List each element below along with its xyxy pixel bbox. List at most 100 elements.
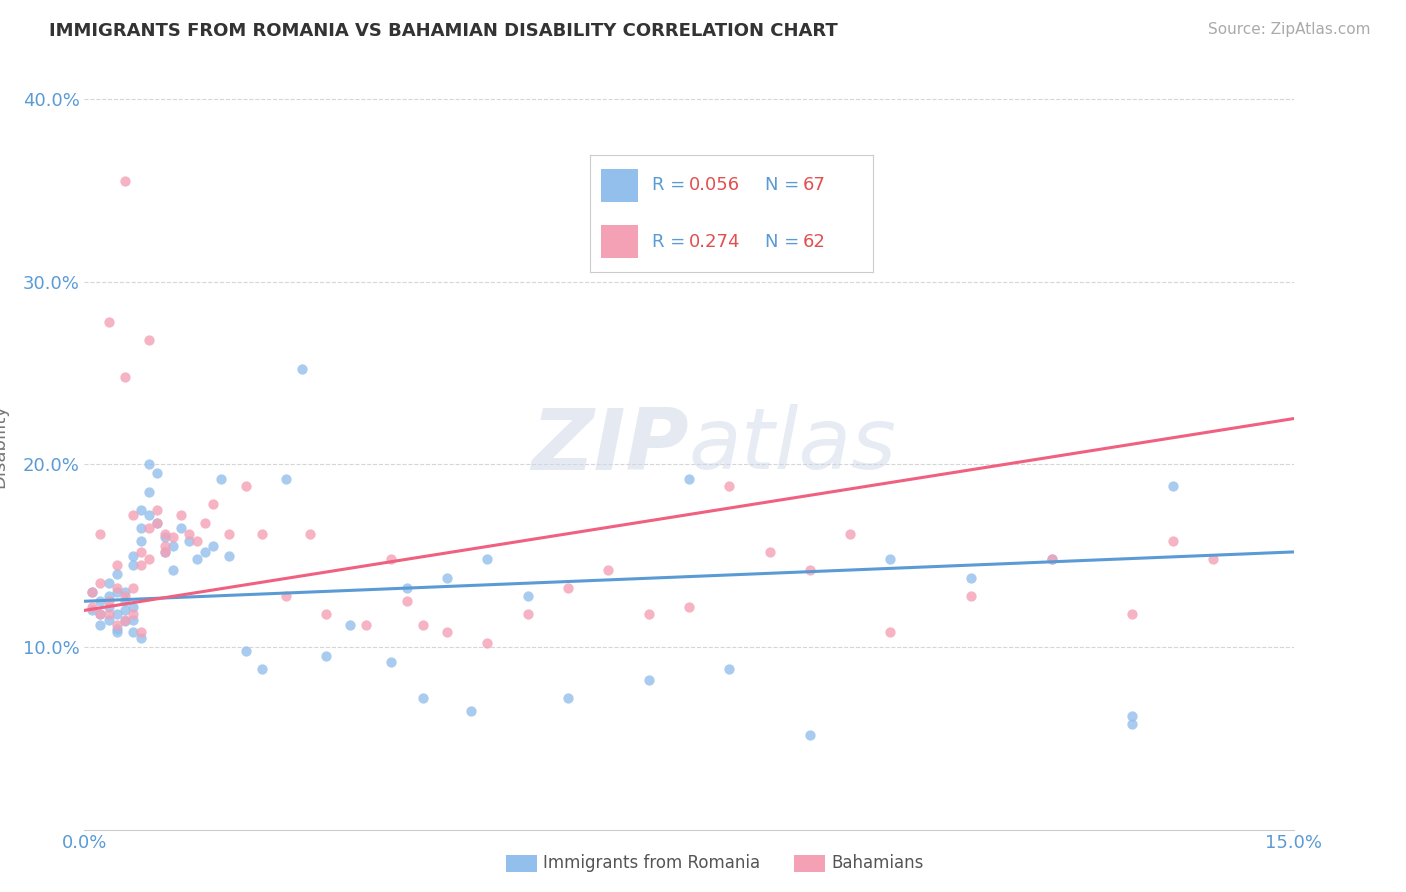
Point	[186, 552, 208, 566]
Point	[105, 558, 128, 572]
Point	[194, 516, 217, 530]
Point	[138, 333, 160, 347]
Text: ZIP: ZIP	[531, 404, 689, 488]
Point	[315, 607, 337, 621]
Point	[209, 472, 232, 486]
Point	[879, 625, 901, 640]
Point	[637, 673, 659, 687]
Point	[170, 521, 193, 535]
Point	[1161, 479, 1184, 493]
Point	[121, 613, 143, 627]
Point	[105, 618, 128, 632]
Text: atlas: atlas	[689, 404, 897, 488]
Text: 0.274: 0.274	[689, 233, 741, 251]
Point	[114, 613, 136, 627]
Point	[380, 655, 402, 669]
Point	[114, 369, 136, 384]
Text: Immigrants from Romania: Immigrants from Romania	[543, 855, 759, 872]
Point	[97, 315, 120, 329]
Point	[129, 625, 152, 640]
Point	[839, 526, 862, 541]
Point	[153, 545, 176, 559]
Point	[138, 521, 160, 535]
Point	[678, 472, 700, 486]
Point	[179, 526, 201, 541]
Point	[598, 563, 620, 577]
Point	[105, 622, 128, 636]
Point	[162, 530, 184, 544]
Point	[1121, 607, 1143, 621]
Point	[82, 603, 104, 617]
Point	[114, 174, 136, 188]
Point	[97, 599, 120, 614]
Text: Bahamians: Bahamians	[831, 855, 924, 872]
Point	[97, 607, 120, 621]
Point	[121, 582, 143, 596]
Point	[339, 618, 361, 632]
Point	[162, 540, 184, 554]
Point	[380, 552, 402, 566]
Point	[97, 594, 120, 608]
Point	[1161, 533, 1184, 548]
Point	[114, 594, 136, 608]
Point	[129, 521, 152, 535]
Point	[129, 533, 152, 548]
Point	[153, 530, 176, 544]
Point	[960, 570, 983, 584]
Point	[105, 625, 128, 640]
Point	[129, 558, 152, 572]
Point	[114, 615, 136, 629]
Point	[121, 625, 143, 640]
Point	[477, 636, 499, 650]
Point	[146, 503, 169, 517]
Text: N =: N =	[765, 233, 800, 251]
Point	[274, 589, 297, 603]
Point	[218, 526, 240, 541]
Point	[1040, 552, 1063, 566]
Point	[436, 625, 458, 640]
FancyBboxPatch shape	[602, 225, 638, 258]
Text: N =: N =	[765, 176, 800, 194]
Point	[356, 618, 378, 632]
Point	[412, 618, 434, 632]
Point	[138, 484, 160, 499]
Point	[105, 566, 128, 581]
Point	[97, 589, 120, 603]
Point	[153, 545, 176, 559]
Point	[395, 594, 418, 608]
Text: 0.056: 0.056	[689, 176, 740, 194]
Text: IMMIGRANTS FROM ROMANIA VS BAHAMIAN DISABILITY CORRELATION CHART: IMMIGRANTS FROM ROMANIA VS BAHAMIAN DISA…	[49, 22, 838, 40]
Point	[315, 648, 337, 663]
Point	[97, 576, 120, 591]
Point	[960, 589, 983, 603]
Text: 62: 62	[803, 233, 825, 251]
Point	[250, 526, 273, 541]
Point	[412, 691, 434, 706]
Point	[121, 508, 143, 523]
Text: R =: R =	[652, 176, 685, 194]
Point	[105, 607, 128, 621]
FancyBboxPatch shape	[602, 169, 638, 202]
Point	[121, 599, 143, 614]
Point	[146, 516, 169, 530]
Point	[105, 585, 128, 599]
Point	[557, 582, 579, 596]
Text: R =: R =	[652, 233, 685, 251]
Point	[129, 503, 152, 517]
Point	[395, 582, 418, 596]
Point	[1121, 716, 1143, 731]
Point	[153, 526, 176, 541]
Y-axis label: Disability: Disability	[0, 404, 8, 488]
Point	[758, 545, 780, 559]
Point	[274, 472, 297, 486]
Point	[186, 533, 208, 548]
Point	[436, 570, 458, 584]
Point	[477, 552, 499, 566]
Point	[678, 599, 700, 614]
Point	[89, 576, 111, 591]
Point	[557, 691, 579, 706]
Point	[89, 607, 111, 621]
Point	[97, 613, 120, 627]
Point	[879, 552, 901, 566]
Point	[114, 589, 136, 603]
